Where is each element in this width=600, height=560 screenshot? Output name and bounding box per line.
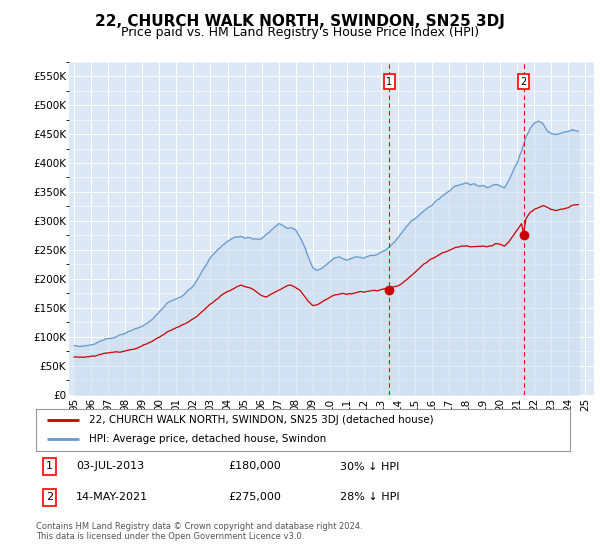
Text: 2: 2 [520,77,527,87]
Text: 22, CHURCH WALK NORTH, SWINDON, SN25 3DJ: 22, CHURCH WALK NORTH, SWINDON, SN25 3DJ [95,14,505,29]
Text: 28% ↓ HPI: 28% ↓ HPI [340,492,400,502]
Text: £275,000: £275,000 [228,492,281,502]
Text: Price paid vs. HM Land Registry's House Price Index (HPI): Price paid vs. HM Land Registry's House … [121,26,479,39]
Text: HPI: Average price, detached house, Swindon: HPI: Average price, detached house, Swin… [89,435,326,445]
Text: 30% ↓ HPI: 30% ↓ HPI [340,461,400,472]
Text: 22, CHURCH WALK NORTH, SWINDON, SN25 3DJ (detached house): 22, CHURCH WALK NORTH, SWINDON, SN25 3DJ… [89,415,434,425]
Text: £180,000: £180,000 [228,461,281,472]
Text: 1: 1 [386,77,392,87]
Text: 1: 1 [46,461,53,472]
Text: 03-JUL-2013: 03-JUL-2013 [76,461,144,472]
Text: Contains HM Land Registry data © Crown copyright and database right 2024.
This d: Contains HM Land Registry data © Crown c… [36,522,362,542]
Text: 2: 2 [46,492,53,502]
Text: 14-MAY-2021: 14-MAY-2021 [76,492,148,502]
